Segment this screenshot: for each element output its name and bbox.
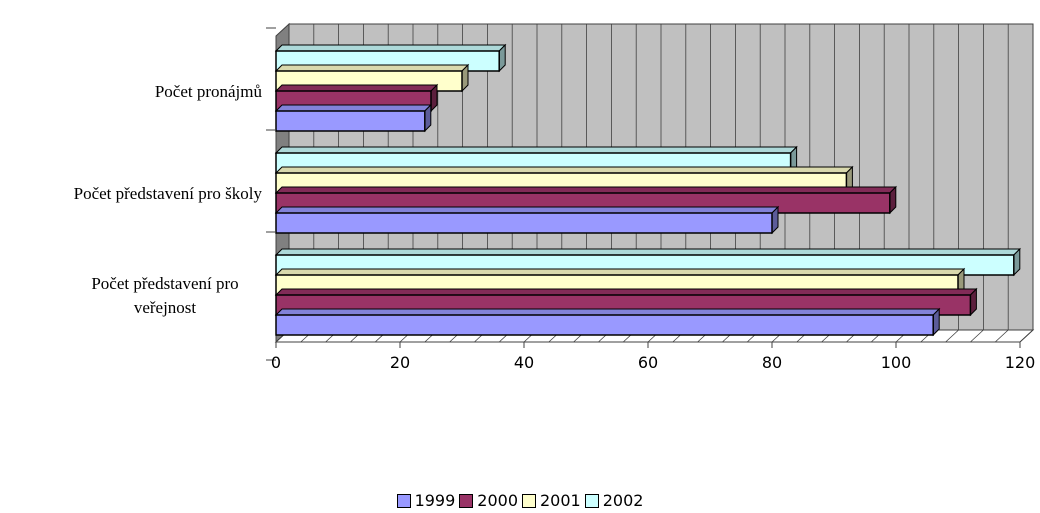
bar-front: [275, 110, 426, 132]
bar-top: [274, 288, 978, 296]
floor-gridline: [1019, 329, 1034, 343]
bar: [274, 103, 433, 133]
bar-front: [275, 212, 773, 234]
bar-top: [274, 206, 780, 214]
bar-top: [274, 166, 854, 174]
legend-label: 2000: [477, 491, 518, 510]
bar-top: [274, 186, 898, 194]
category-label: Počet pronájmů: [155, 82, 263, 101]
legend-swatch: [522, 493, 536, 508]
bar-top: [274, 44, 507, 52]
x-tick-label: 60: [638, 353, 658, 372]
bar-top: [274, 64, 470, 72]
x-tick-label: 40: [514, 353, 534, 372]
x-tick-label: 120: [1005, 353, 1036, 372]
category-label: Počet představení pro: [91, 274, 238, 293]
legend-label: 2001: [540, 491, 581, 510]
legend-label: 2002: [602, 491, 644, 510]
legend-swatch: [459, 493, 474, 508]
legend-item: 2001: [522, 491, 581, 510]
legend-swatch: [396, 493, 411, 508]
category-label: veřejnost: [134, 298, 197, 317]
floor-gridline: [945, 329, 959, 343]
legend-label: 1999: [414, 491, 456, 510]
bar: [274, 307, 941, 337]
bar-top: [274, 248, 1022, 256]
bar: [274, 205, 780, 235]
legend-item: 2000: [459, 491, 518, 510]
chart-axes: [266, 27, 1021, 361]
x-tick-label: 100: [881, 353, 912, 372]
floor-gridline: [994, 329, 1009, 343]
legend-item: 2002: [584, 491, 644, 510]
bar-top: [274, 308, 941, 316]
x-tick-label: 0: [271, 353, 281, 372]
bar-top: [274, 84, 439, 92]
category-labels: Počet pronájmů Počet představení pro škol…: [74, 82, 263, 317]
floor-gridline: [970, 329, 984, 343]
x-tick-label: 80: [762, 353, 782, 372]
x-tick-labels: 0 20 40 60 80 100 120: [271, 353, 1035, 372]
bar-top: [274, 104, 433, 112]
chart-bars: [274, 43, 1022, 337]
bar-top: [274, 268, 966, 276]
chart-legend: 1999 2000 2001 2002: [0, 490, 1040, 510]
legend-item: 1999: [396, 491, 456, 510]
bar-top: [274, 146, 798, 154]
bar-front: [275, 314, 934, 336]
legend-swatch: [584, 493, 599, 508]
category-label: Počet představení pro školy: [74, 184, 263, 203]
x-tick-label: 20: [390, 353, 410, 372]
